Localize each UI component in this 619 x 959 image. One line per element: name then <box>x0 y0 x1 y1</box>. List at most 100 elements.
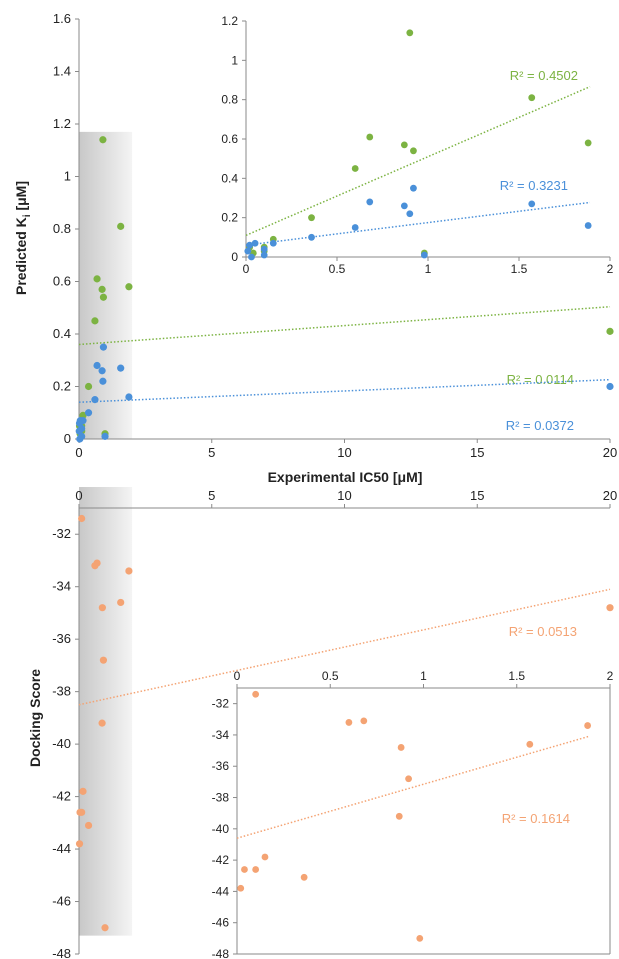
top-inset-data-point-1 <box>366 198 374 206</box>
bottom-inset-data-point-0 <box>345 719 353 726</box>
top-inset-x-tick-label: 1.5 <box>511 262 528 276</box>
top-main-y-tick-label: 0.4 <box>53 326 71 341</box>
top-main-data-point-0 <box>117 222 125 230</box>
bottom-inset-y-tick-label: -44 <box>212 884 230 898</box>
top-inset-y-tick-label: 0.6 <box>221 132 238 146</box>
top-main-data-point-0 <box>84 382 93 391</box>
bottom-inset-data-point-0 <box>241 866 248 873</box>
top-inset-data-point-1 <box>528 200 536 208</box>
top-main-data-point-1 <box>98 367 106 375</box>
bottom-inset-data-point-0 <box>360 717 368 725</box>
top-main-y-tick-label: 1 <box>64 169 71 184</box>
bottom-main-data-point-0 <box>606 604 614 612</box>
bottom-main-data-point-0 <box>78 514 86 523</box>
bottom-main-y-tick-label: -40 <box>52 736 71 751</box>
top-inset-data-point-0 <box>308 214 315 222</box>
bottom-main-data-point-0 <box>98 604 106 612</box>
top-inset-y-tick-label: 0.8 <box>221 93 238 107</box>
bottom-inset-trendline-0 <box>236 735 590 839</box>
bottom-inset-r2-label-0: R² = 0.1614 <box>502 811 570 826</box>
bottom-main-x-tick-label: 0 <box>75 488 82 503</box>
top-inset-r2-label-1: R² = 0.3231 <box>500 178 568 193</box>
bottom-inset-data-point-0 <box>300 873 308 881</box>
top-main-y-tick-label: 0.6 <box>53 274 71 289</box>
bottom-inset-data-point-0 <box>584 722 592 729</box>
top-main-x-tick-label: 5 <box>208 445 215 460</box>
top-main-r2-label-0: R² = 0.0114 <box>507 372 574 387</box>
bottom-main-data-point-0 <box>79 787 87 795</box>
bottom-inset-y-tick-label: -34 <box>212 728 230 742</box>
bottom-main-y-tick-label: -34 <box>52 579 71 594</box>
bottom-inset-x-tick-label: 1.5 <box>508 669 525 683</box>
top-main-data-point-0 <box>91 317 99 325</box>
top-inset-x-tick-label: 1 <box>425 262 432 276</box>
top-y-axis-label-unit: [μM] <box>13 181 29 214</box>
bottom-main-data-point-0 <box>125 567 133 575</box>
bottom-main-x-tick-label: 15 <box>470 488 484 503</box>
bottom-inset-data-point-0 <box>261 853 269 861</box>
bottom-main-data-point-0 <box>117 598 125 607</box>
bottom-main-y-tick-label: -32 <box>52 526 71 541</box>
top-inset-y-tick-label: 0 <box>231 250 238 264</box>
top-main-data-point-0 <box>93 275 101 283</box>
top-main-x-tick-label: 10 <box>337 445 351 460</box>
bottom-main-y-tick-label: -38 <box>52 684 71 699</box>
top-main-y-tick-label: 1.6 <box>53 11 71 26</box>
top-inset-data-point-0 <box>400 141 408 149</box>
top-inset-data-point-1 <box>308 233 315 241</box>
top-main-r2-label-1: R² = 0.0372 <box>506 418 574 433</box>
top-main-data-point-1 <box>125 393 133 401</box>
top-main-y-tick-label: 0 <box>64 431 71 446</box>
top-inset-data-point-0 <box>410 147 417 155</box>
top-main-x-tick-label: 0 <box>75 445 82 460</box>
bottom-main-shaded-region <box>79 487 133 936</box>
bottom-main-data-point-0 <box>98 719 106 727</box>
top-inset-data-point-1 <box>244 247 252 255</box>
top-main-data-point-0 <box>606 327 614 335</box>
top-inset-data-point-0 <box>351 165 359 172</box>
bottom-y-axis-label: Docking Score <box>27 669 43 767</box>
top-inset-data-point-0 <box>528 94 536 102</box>
top-main-x-tick-label: 20 <box>603 445 617 460</box>
top-inset-data-point-1 <box>406 210 414 218</box>
top-main-data-point-0 <box>98 285 106 293</box>
bottom-main-y-tick-label: -46 <box>52 894 71 909</box>
top-main-data-point-1 <box>93 361 101 370</box>
top-inset-data-point-1 <box>400 202 408 210</box>
bottom-inset-y-tick-label: -40 <box>212 822 230 836</box>
top-inset-data-point-1 <box>584 222 592 229</box>
top-main-data-point-1 <box>78 432 86 440</box>
top-inset-data-point-1 <box>260 245 268 253</box>
bottom-main-y-tick-label: -36 <box>52 631 71 646</box>
bottom-main-data-point-0 <box>99 656 108 664</box>
top-main-data-point-1 <box>101 432 109 440</box>
top-main-data-point-1 <box>91 396 99 404</box>
top-main-data-point-1 <box>79 417 87 425</box>
top-main-trendline-0 <box>78 305 611 346</box>
bottom-inset-y-tick-label: -38 <box>212 791 230 805</box>
bottom-inset-data-point-0 <box>416 934 424 942</box>
bottom-inset-data-point-0 <box>252 866 260 873</box>
top-main-trendline-1 <box>78 378 611 403</box>
bottom-main-r2-label-0: R² = 0.0513 <box>509 624 577 639</box>
top-inset-r2-label-0: R² = 0.4502 <box>510 68 578 83</box>
top-inset-data-point-1 <box>269 239 277 247</box>
bottom-inset-data-point-0 <box>252 690 260 698</box>
bottom-inset-x-tick-label: 0.5 <box>322 669 339 683</box>
top-main-y-tick-label: 0.8 <box>53 221 71 236</box>
top-inset-data-point-1 <box>248 253 255 261</box>
bottom-inset-y-tick-label: -42 <box>212 853 230 867</box>
top-y-axis-label-sub: i <box>22 214 33 217</box>
top-inset-data-point-1 <box>251 239 259 247</box>
bottom-inset-y-tick-label: -32 <box>212 697 230 711</box>
top-inset-data-point-1 <box>351 224 359 231</box>
top-main-x-tick-label: 15 <box>470 445 484 460</box>
bottom-inset-y-tick-label: -48 <box>212 947 230 959</box>
top-inset-y-tick-label: 1 <box>231 53 238 67</box>
top-x-axis-label: Experimental IC50 [μM] <box>268 469 423 485</box>
top-inset-y-tick-label: 1.2 <box>221 14 238 28</box>
bottom-inset-y-tick-label: -36 <box>212 759 230 773</box>
